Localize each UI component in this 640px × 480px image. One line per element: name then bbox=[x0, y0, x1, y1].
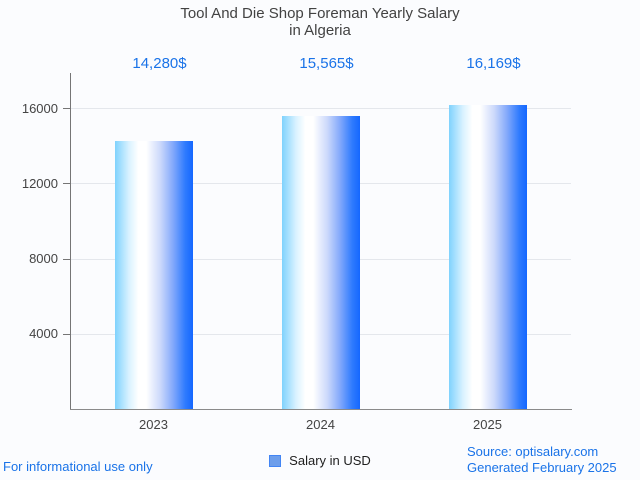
bar-2023 bbox=[114, 140, 193, 409]
x-axis-label: 2023 bbox=[139, 417, 168, 432]
bar-value-label: 16,169$ bbox=[466, 55, 521, 72]
x-axis-line bbox=[70, 409, 572, 410]
bar-value-label: 14,280$ bbox=[132, 55, 187, 72]
chart-title-line2: in Algeria bbox=[289, 22, 351, 39]
source-block: Source: optisalary.com Generated Februar… bbox=[467, 444, 617, 476]
y-axis-tick bbox=[63, 183, 70, 185]
x-axis-label: 2024 bbox=[306, 417, 335, 432]
y-axis-tick bbox=[63, 258, 70, 260]
bar-value-label: 15,565$ bbox=[299, 55, 354, 72]
y-axis-label: 4000 bbox=[29, 326, 58, 342]
legend: Salary in USD bbox=[0, 453, 640, 468]
chart-title: Tool And Die Shop Foreman Yearly Salary … bbox=[0, 5, 640, 39]
disclaimer-text: For informational use only bbox=[3, 459, 153, 474]
bar-2024 bbox=[281, 116, 360, 409]
generated-text: Generated February 2025 bbox=[467, 460, 617, 475]
source-text: Source: optisalary.com bbox=[467, 444, 599, 459]
y-axis-tick bbox=[63, 333, 70, 335]
y-axis-label: 8000 bbox=[29, 251, 58, 267]
y-axis-label: 16000 bbox=[21, 100, 58, 116]
x-axis-label: 2025 bbox=[473, 417, 502, 432]
y-axis-tick bbox=[63, 108, 70, 110]
legend-series-label: Salary in USD bbox=[289, 453, 371, 468]
legend-series-marker-icon bbox=[269, 454, 282, 467]
gridline bbox=[71, 108, 571, 110]
y-axis-line bbox=[70, 73, 71, 409]
bar-2025 bbox=[448, 105, 527, 409]
chart-title-line1: Tool And Die Shop Foreman Yearly Salary bbox=[180, 5, 460, 22]
y-axis-label: 12000 bbox=[21, 175, 58, 191]
